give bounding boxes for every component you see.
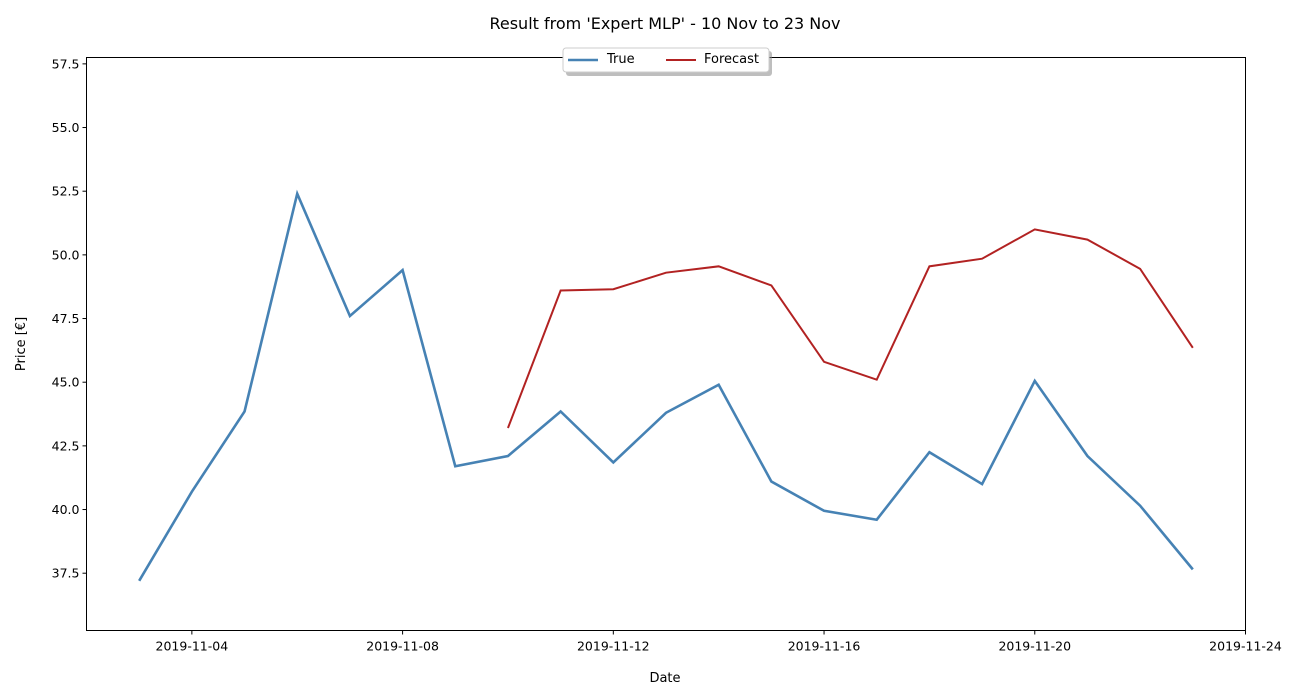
legend-forecast-label: Forecast	[704, 52, 759, 67]
legend: True Forecast	[562, 47, 772, 76]
x-tick-label: 2019-11-20	[998, 639, 1071, 654]
x-tick-label: 2019-11-08	[366, 639, 439, 654]
legend-true-label: True	[606, 52, 635, 67]
x-axis-label: Date	[649, 671, 680, 686]
series-line-forecast	[507, 228, 1194, 429]
y-tick-label: 50.0	[52, 247, 80, 262]
y-tick-label: 37.5	[52, 566, 80, 581]
x-tick-label: 2019-11-12	[577, 639, 650, 654]
series-layer	[138, 189, 1194, 582]
y-tick-label: 47.5	[52, 311, 80, 326]
y-tick-label: 40.0	[52, 502, 80, 517]
x-tick-label: 2019-11-04	[156, 639, 229, 654]
y-tick-label: 45.0	[52, 375, 80, 390]
x-tick-label: 2019-11-16	[788, 639, 861, 654]
y-tick-label: 52.5	[52, 184, 80, 199]
x-tick-label: 2019-11-24	[1209, 639, 1282, 654]
y-axis-label: Price [€]	[14, 317, 29, 371]
y-tick-label: 42.5	[52, 438, 80, 453]
chart-title: Result from 'Expert MLP' - 10 Nov to 23 …	[489, 14, 840, 33]
y-tick-label: 55.0	[52, 120, 80, 135]
x-axis: 2019-11-04 2019-11-08 2019-11-12 2019-11-16…	[156, 630, 1282, 654]
y-tick-label: 57.5	[52, 56, 80, 71]
y-axis: 37.5 40.0 42.5 45.0 47.5 50.0 52.5 55.0 57.5	[52, 56, 87, 581]
series-line-true	[138, 189, 1194, 582]
